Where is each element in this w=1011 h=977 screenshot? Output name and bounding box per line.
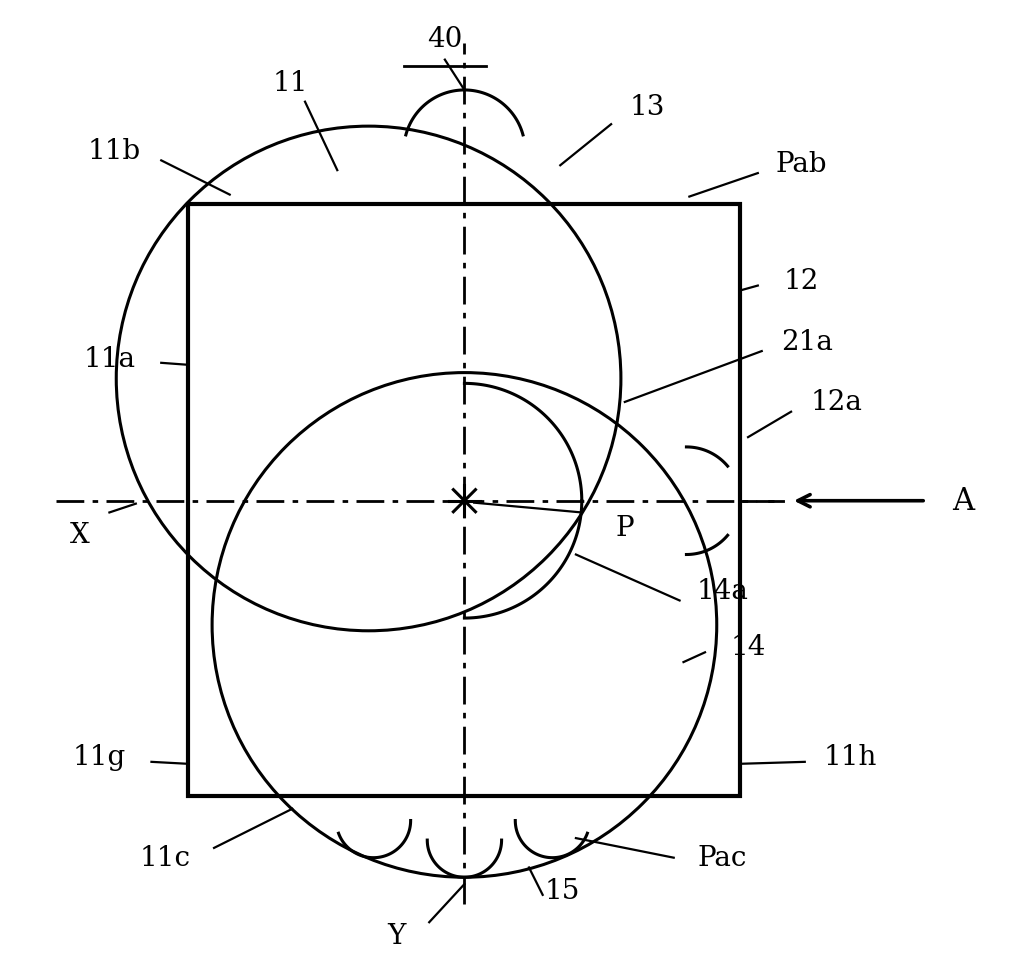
Text: 13: 13 (630, 94, 665, 121)
Text: 11g: 11g (73, 743, 126, 771)
Text: Pac: Pac (698, 844, 747, 871)
Text: A: A (952, 486, 975, 517)
Text: X: X (70, 522, 90, 549)
Text: 15: 15 (545, 877, 580, 905)
Text: 40: 40 (428, 25, 463, 53)
Text: 11c: 11c (140, 844, 191, 871)
Text: 11a: 11a (84, 346, 135, 373)
Text: 11h: 11h (823, 743, 877, 771)
Text: 11b: 11b (88, 138, 141, 165)
Text: 12: 12 (784, 268, 819, 295)
Text: Y: Y (387, 922, 405, 950)
Text: 14: 14 (730, 633, 765, 660)
Text: 14a: 14a (697, 577, 748, 605)
Text: 12a: 12a (810, 389, 862, 416)
Text: 21a: 21a (780, 328, 833, 356)
Text: Pab: Pab (775, 150, 827, 178)
Text: P: P (616, 514, 634, 541)
Bar (188, 205, 740, 796)
Text: 11: 11 (273, 69, 308, 97)
